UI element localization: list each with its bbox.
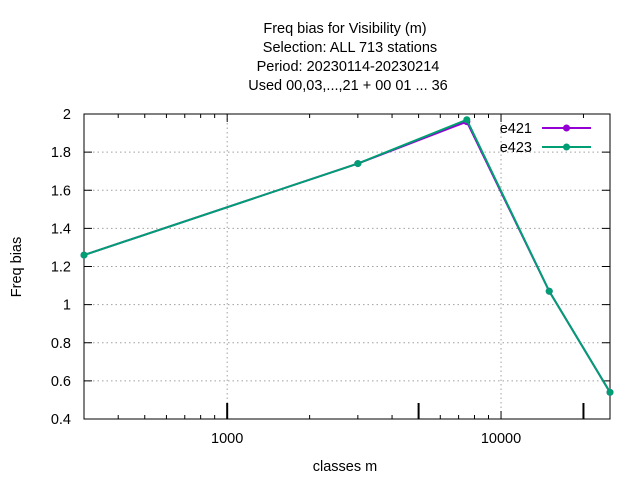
y-tick-label: 1.2 [51, 260, 71, 276]
title-line-1: Freq bias for Visibility (m) [263, 21, 426, 37]
y-axis-title: Freq bias [9, 237, 25, 297]
y-tick-label: 0.6 [51, 374, 71, 390]
data-point-e423 [606, 388, 614, 396]
legend-label-e421: e421 [500, 121, 532, 137]
y-tick-label: 1.4 [51, 221, 71, 237]
grid-layer [84, 113, 610, 420]
plot-frame [83, 113, 611, 420]
title-line-2: Selection: ALL 713 stations [263, 40, 437, 56]
data-point-e423 [463, 116, 471, 124]
legend-label-e423: e423 [500, 140, 532, 156]
chart-title: Freq bias for Visibility (m) Selection: … [248, 21, 448, 94]
y-tick-label: 0.4 [51, 412, 71, 428]
series-line-e421 [83, 120, 611, 393]
tick-label-layer: 0.4 0.6 0.8 1 1.2 1.4 1.6 1.8 2 1000 10000 [51, 107, 521, 447]
title-line-4: Used 00,03,...,21 + 00 01 ... 36 [248, 78, 448, 94]
x-tick-label: 1000 [211, 431, 243, 447]
data-point-e423 [80, 251, 88, 259]
x-axis-title: classes m [313, 459, 377, 475]
data-point-e423 [545, 287, 553, 295]
y-tick-label: 2 [63, 107, 71, 123]
title-line-3: Period: 20230114-20230214 [257, 59, 440, 75]
tick-layer [83, 113, 610, 420]
y-tick-label: 0.8 [51, 336, 71, 352]
legend: e421 e423 [500, 121, 591, 156]
data-point-e423 [354, 160, 362, 168]
legend-marker-e423 [563, 143, 570, 151]
y-tick-label: 1.8 [51, 145, 71, 161]
x-tick-label: 10000 [481, 431, 521, 447]
series-layer [80, 116, 614, 396]
y-tick-label: 1 [63, 298, 71, 314]
legend-marker-e421 [563, 124, 570, 132]
y-tick-label: 1.6 [51, 183, 71, 199]
